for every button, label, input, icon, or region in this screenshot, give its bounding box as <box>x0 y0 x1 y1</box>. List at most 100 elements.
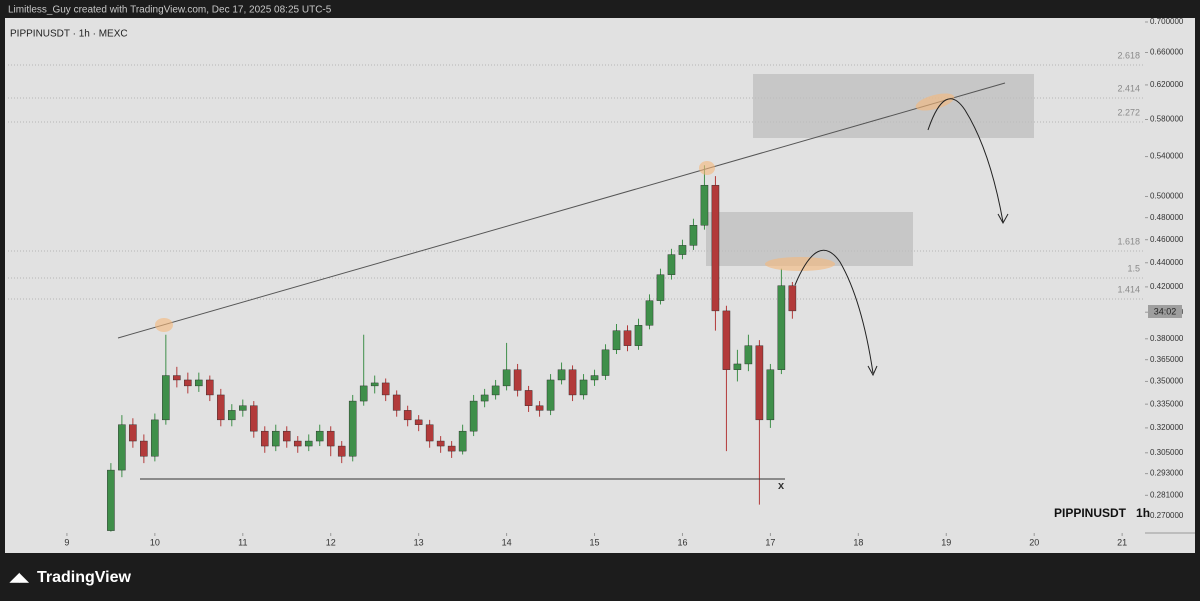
fib-label: 2.414 <box>1117 83 1140 93</box>
candle-body <box>162 375 170 421</box>
candle-body <box>282 430 291 442</box>
y-tick-label: 0.281000 <box>1150 490 1184 499</box>
candle-body <box>315 430 324 442</box>
fib-label: 2.618 <box>1117 50 1140 60</box>
watermark: PIPPINUSDT 1h <box>1054 506 1150 520</box>
candle-body <box>667 254 676 275</box>
x-tick-label: 21 <box>1117 537 1127 547</box>
y-tick-label: 0.350000 <box>1150 377 1184 386</box>
candle-body <box>722 310 731 370</box>
candle-body <box>766 369 775 421</box>
candle-body <box>260 430 269 447</box>
candle-body <box>326 430 335 447</box>
x-tick-label: 10 <box>150 537 160 547</box>
candle-body <box>403 410 412 421</box>
candle-body <box>337 445 346 457</box>
candle-body <box>612 330 621 351</box>
candle-body <box>480 394 489 402</box>
candle-body <box>524 390 533 406</box>
candle-body <box>678 245 687 255</box>
candle-body <box>140 440 148 457</box>
y-tick-label: 0.293000 <box>1150 469 1184 478</box>
candle-body <box>250 405 258 432</box>
arrow-path <box>927 98 1004 223</box>
candle-body <box>755 345 764 421</box>
zone-upper <box>753 74 1034 138</box>
x-tick-label: 13 <box>414 537 424 547</box>
highlight <box>915 93 955 111</box>
candle-body <box>733 363 742 370</box>
candle-body <box>601 349 610 376</box>
candle-body <box>304 440 313 447</box>
candle-body <box>195 379 203 387</box>
candle-body <box>370 382 379 387</box>
y-tick-label: 0.460000 <box>1150 235 1184 244</box>
countdown: 34:02 <box>1154 306 1177 316</box>
fib-levels: 2.618 2.414 2.272 1.618 1.5 1.414 <box>8 50 1145 300</box>
candle-body <box>436 440 445 447</box>
candle-body <box>173 375 181 381</box>
y-tick-label: 0.500000 <box>1150 192 1184 201</box>
candle-body <box>645 300 654 326</box>
candle-body <box>711 184 720 312</box>
candle-body <box>118 424 126 471</box>
fib-label: 1.414 <box>1117 284 1140 294</box>
y-tick-label: 0.335000 <box>1150 399 1184 408</box>
x-tick-label: 11 <box>238 537 247 547</box>
y-tick-label: 0.620000 <box>1150 80 1184 89</box>
candle-body <box>206 379 214 396</box>
candle-body <box>271 430 280 447</box>
price-axis: 0.700000 0.660000 0.620000 0.580000 0.540000… <box>1145 17 1184 520</box>
candle-body <box>546 379 555 411</box>
candle-body <box>392 394 401 411</box>
y-tick-label: 0.580000 <box>1150 115 1184 124</box>
y-tick-label: 0.540000 <box>1150 152 1184 161</box>
y-tick-label: 0.660000 <box>1150 48 1184 57</box>
brand: TradingView <box>37 569 132 586</box>
zone-lower <box>706 212 913 266</box>
arrow-head <box>997 213 1009 225</box>
x-tick-label: 12 <box>326 537 336 547</box>
logo-mark: ◢◣ <box>9 570 29 584</box>
candle-body <box>381 382 390 396</box>
candle-body <box>634 325 643 346</box>
y-tick-label: 0.320000 <box>1150 423 1184 432</box>
fib-label: 1.618 <box>1117 236 1140 246</box>
candle-body <box>425 424 434 442</box>
candle-body <box>700 184 709 226</box>
candle-body <box>447 445 456 452</box>
chart-title: PIPPINUSDT · 1h · MEXC <box>10 29 128 40</box>
x-tick-label: 9 <box>64 537 69 547</box>
candle-body <box>502 369 511 387</box>
candle-body <box>557 369 566 381</box>
highlight <box>699 161 715 175</box>
y-tick-label: 0.440000 <box>1150 258 1184 267</box>
candle-body <box>777 285 786 370</box>
candles <box>107 165 797 532</box>
x-tick-label: 14 <box>502 537 512 547</box>
candle-body <box>568 369 577 396</box>
x-tick-label: 15 <box>590 537 600 547</box>
y-tick-label: 0.420000 <box>1150 282 1184 291</box>
candle-body <box>491 385 500 396</box>
candle-body <box>579 379 588 396</box>
y-tick-label: 0.380000 <box>1150 334 1184 343</box>
y-tick-label: 0.365000 <box>1150 355 1184 364</box>
candle-body <box>513 369 522 391</box>
y-tick-label: 0.270000 <box>1150 511 1184 520</box>
candle-body <box>590 375 599 381</box>
arrow-path <box>794 249 874 374</box>
candle-body <box>107 469 115 531</box>
candle-body <box>744 345 753 365</box>
fib-label: 1.5 <box>1127 263 1140 273</box>
candle-body <box>656 274 665 301</box>
candle-body <box>414 419 423 425</box>
candle-body <box>184 379 192 387</box>
candle-body <box>458 430 467 452</box>
trend-line <box>117 82 1006 339</box>
credit: Limitless_Guy created with TradingView.c… <box>8 5 332 16</box>
y-tick-label: 0.700000 <box>1150 17 1184 26</box>
arrow-head <box>867 365 878 377</box>
